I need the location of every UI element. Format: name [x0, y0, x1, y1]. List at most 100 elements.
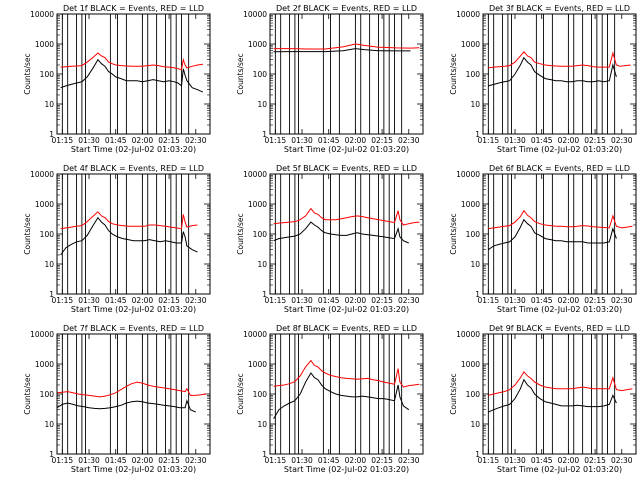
- x-tick-label: 02:30: [398, 296, 420, 305]
- x-tick-label: 01:30: [504, 296, 526, 305]
- y-tick-label: 10: [470, 260, 480, 269]
- y-tick-label: 10000: [243, 10, 267, 19]
- panel-det-7: Det 7f BLACK = Events, RED = LLD 1 10 100 10…: [23, 324, 211, 474]
- x-tick-label: 02:30: [398, 456, 420, 465]
- x-tick-label: 02:30: [185, 456, 207, 465]
- y-tick-label: 10: [257, 420, 267, 429]
- y-tick-label: 100: [40, 230, 55, 239]
- y-tick-label: 10000: [243, 330, 267, 339]
- x-tick-label: 01:15: [478, 296, 500, 305]
- panel-det-8: Det 8f BLACK = Events, RED = LLD 1 10 100 10…: [236, 324, 424, 474]
- x-tick-label: 02:30: [611, 136, 633, 145]
- series-events-line: [273, 372, 410, 419]
- x-tick-label: 01:15: [265, 456, 287, 465]
- y-tick-label: 10: [470, 420, 480, 429]
- series-lld-line: [488, 209, 633, 230]
- y-axis-label: Counts/sec: [23, 373, 32, 414]
- plot-frame: [56, 333, 211, 455]
- x-tick-label: 01:45: [105, 456, 127, 465]
- x-tick-label: 01:30: [78, 136, 100, 145]
- x-axis-label: Start Time (02-Jul-02 01:03:20): [284, 145, 409, 154]
- x-tick-label: 02:15: [158, 296, 180, 305]
- x-tick-label: 02:15: [371, 296, 393, 305]
- x-tick-label: 02:00: [558, 296, 580, 305]
- plot-frame: [269, 13, 424, 135]
- y-tick-label: 100: [253, 390, 268, 399]
- series-lld-line: [60, 52, 203, 71]
- y-tick-label: 10000: [456, 330, 480, 339]
- panel-det-4: Det 4f BLACK = Events, RED = LLD 1 10 100 10…: [23, 164, 211, 314]
- y-tick-label: 10: [257, 100, 267, 109]
- y-tick-label: 100: [466, 230, 481, 239]
- x-tick-label: 02:30: [611, 296, 633, 305]
- x-tick-label: 01:15: [52, 136, 74, 145]
- y-tick-label: 10000: [456, 10, 480, 19]
- y-tick-label: 1000: [248, 40, 267, 49]
- y-tick-label: 10000: [30, 170, 54, 179]
- series-events-line: [60, 58, 204, 93]
- y-tick-label: 1: [262, 290, 267, 299]
- x-tick-label: 01:30: [291, 136, 313, 145]
- x-tick-label: 02:15: [584, 296, 606, 305]
- panel-det-3: Det 3f BLACK = Events, RED = LLD 1 10 100 10…: [449, 4, 637, 154]
- x-tick-label: 01:15: [478, 136, 500, 145]
- panel-title: Det 7f BLACK = Events, RED = LLD: [63, 324, 204, 333]
- panel-title: Det 4f BLACK = Events, RED = LLD: [63, 164, 204, 173]
- x-tick-label: 02:15: [584, 456, 606, 465]
- panel-title: Det 3f BLACK = Events, RED = LLD: [489, 4, 630, 13]
- x-tick-label: 01:15: [52, 456, 74, 465]
- x-tick-label: 02:30: [185, 136, 207, 145]
- series-events-line: [488, 56, 617, 87]
- x-tick-label: 01:45: [318, 136, 340, 145]
- panel-det-5: Det 5f BLACK = Events, RED = LLD 1 10 100 10…: [236, 164, 424, 314]
- series-events-line: [273, 221, 409, 244]
- x-axis-label: Start Time (02-Jul-02 01:03:20): [284, 305, 409, 314]
- x-tick-label: 02:15: [158, 456, 180, 465]
- x-tick-label: 01:15: [265, 136, 287, 145]
- plot-frame: [56, 173, 211, 295]
- y-tick-label: 1: [475, 450, 480, 459]
- panel-det-6: Det 6f BLACK = Events, RED = LLD 1 10 100 10…: [449, 164, 637, 314]
- panel-title: Det 1f BLACK = Events, RED = LLD: [63, 4, 204, 13]
- y-axis-label: Counts/sec: [23, 53, 32, 94]
- y-axis-label: Counts/sec: [236, 213, 245, 254]
- x-tick-label: 01:30: [504, 136, 526, 145]
- series-events-line: [488, 218, 617, 251]
- y-tick-label: 10000: [243, 170, 267, 179]
- x-tick-label: 02:00: [132, 136, 154, 145]
- x-tick-label: 01:15: [478, 456, 500, 465]
- x-tick-label: 01:45: [531, 456, 553, 465]
- y-tick-label: 1: [49, 130, 54, 139]
- x-tick-label: 02:00: [132, 456, 154, 465]
- y-tick-label: 1: [262, 450, 267, 459]
- x-tick-label: 02:00: [345, 136, 367, 145]
- y-axis-label: Counts/sec: [23, 213, 32, 254]
- x-axis-label: Start Time (02-Jul-02 01:03:20): [497, 465, 622, 474]
- x-tick-label: 02:00: [132, 296, 154, 305]
- y-axis-label: Counts/sec: [449, 373, 458, 414]
- panel-title: Det 8f BLACK = Events, RED = LLD: [276, 324, 417, 333]
- x-tick-label: 01:45: [318, 456, 340, 465]
- y-tick-label: 1000: [35, 360, 54, 369]
- x-tick-label: 02:00: [558, 136, 580, 145]
- x-tick-label: 01:45: [318, 296, 340, 305]
- y-tick-label: 1000: [35, 40, 54, 49]
- series-lld-line: [273, 207, 420, 226]
- plot-frame: [482, 13, 637, 135]
- x-tick-label: 02:30: [611, 456, 633, 465]
- x-tick-label: 02:00: [558, 456, 580, 465]
- x-tick-label: 01:45: [531, 136, 553, 145]
- x-tick-label: 02:00: [345, 296, 367, 305]
- x-tick-label: 01:45: [531, 296, 553, 305]
- y-tick-label: 10000: [30, 10, 54, 19]
- series-lld-line: [273, 43, 420, 50]
- y-tick-label: 10: [44, 420, 54, 429]
- x-tick-label: 01:15: [52, 296, 74, 305]
- panel-title: Det 9f BLACK = Events, RED = LLD: [489, 324, 630, 333]
- series-lld-line: [60, 211, 198, 230]
- x-tick-label: 01:30: [78, 456, 100, 465]
- plot-frame: [269, 173, 424, 295]
- x-axis-label: Start Time (02-Jul-02 01:03:20): [71, 305, 196, 314]
- y-axis-label: Counts/sec: [449, 213, 458, 254]
- series-lld-line: [273, 359, 420, 388]
